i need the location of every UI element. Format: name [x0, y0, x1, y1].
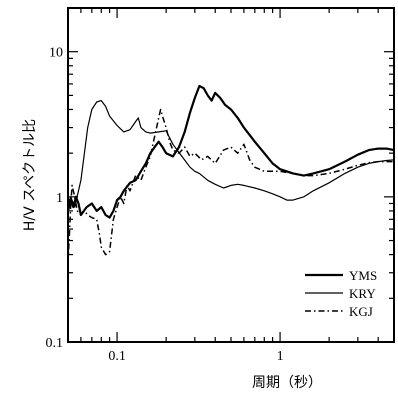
- y-axis-label: H/V スペクトル比: [22, 119, 38, 231]
- x-tick-label: 0.1: [108, 349, 126, 364]
- series-line-kgj: [67, 108, 394, 264]
- plot-frame: [67, 7, 395, 343]
- y-tick-label: 10: [49, 46, 63, 61]
- y-tick-label: 0.1: [46, 336, 64, 351]
- legend-label-kgj: KGJ: [349, 304, 373, 319]
- legend: YMS KRY KGJ: [305, 268, 377, 319]
- legend-label-yms: YMS: [349, 268, 377, 283]
- axis-ticks: [67, 7, 395, 343]
- x-axis-label: 周期（秒）: [252, 375, 322, 391]
- tick-labels: 0.1 1 0.1 1 10: [46, 46, 284, 364]
- series-line-yms: [66, 84, 395, 219]
- legend-label-kry: KRY: [349, 286, 376, 301]
- series-line-kry: [67, 100, 395, 208]
- x-tick-label: 1: [277, 349, 284, 364]
- y-tick-label: 1: [56, 191, 63, 206]
- series-lines: [66, 84, 395, 264]
